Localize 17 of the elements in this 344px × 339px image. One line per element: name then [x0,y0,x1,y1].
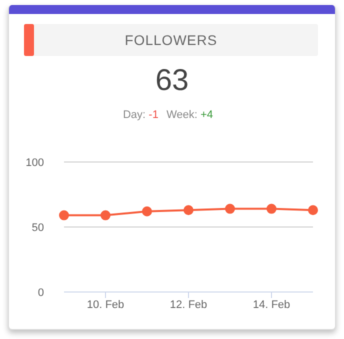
x-tick-label: 10. Feb [86,298,124,311]
text: Day: -1 [122,109,158,121]
point [142,206,152,216]
y-tick-label: 50 [32,222,44,234]
point [308,205,318,216]
x-tick-label: 12. Feb [170,298,208,311]
x-tick-label: 14. Feb [252,298,290,311]
text: Week: +4 [166,109,214,121]
chart-title: FOLLOWERS [24,24,318,56]
text: 63 [154,64,190,98]
point [59,210,69,220]
y-tick-label: 0 [38,286,44,299]
point [266,204,276,214]
y-tick-label: 100 [26,156,44,169]
point [225,204,235,214]
point [100,210,110,220]
point [184,205,194,216]
